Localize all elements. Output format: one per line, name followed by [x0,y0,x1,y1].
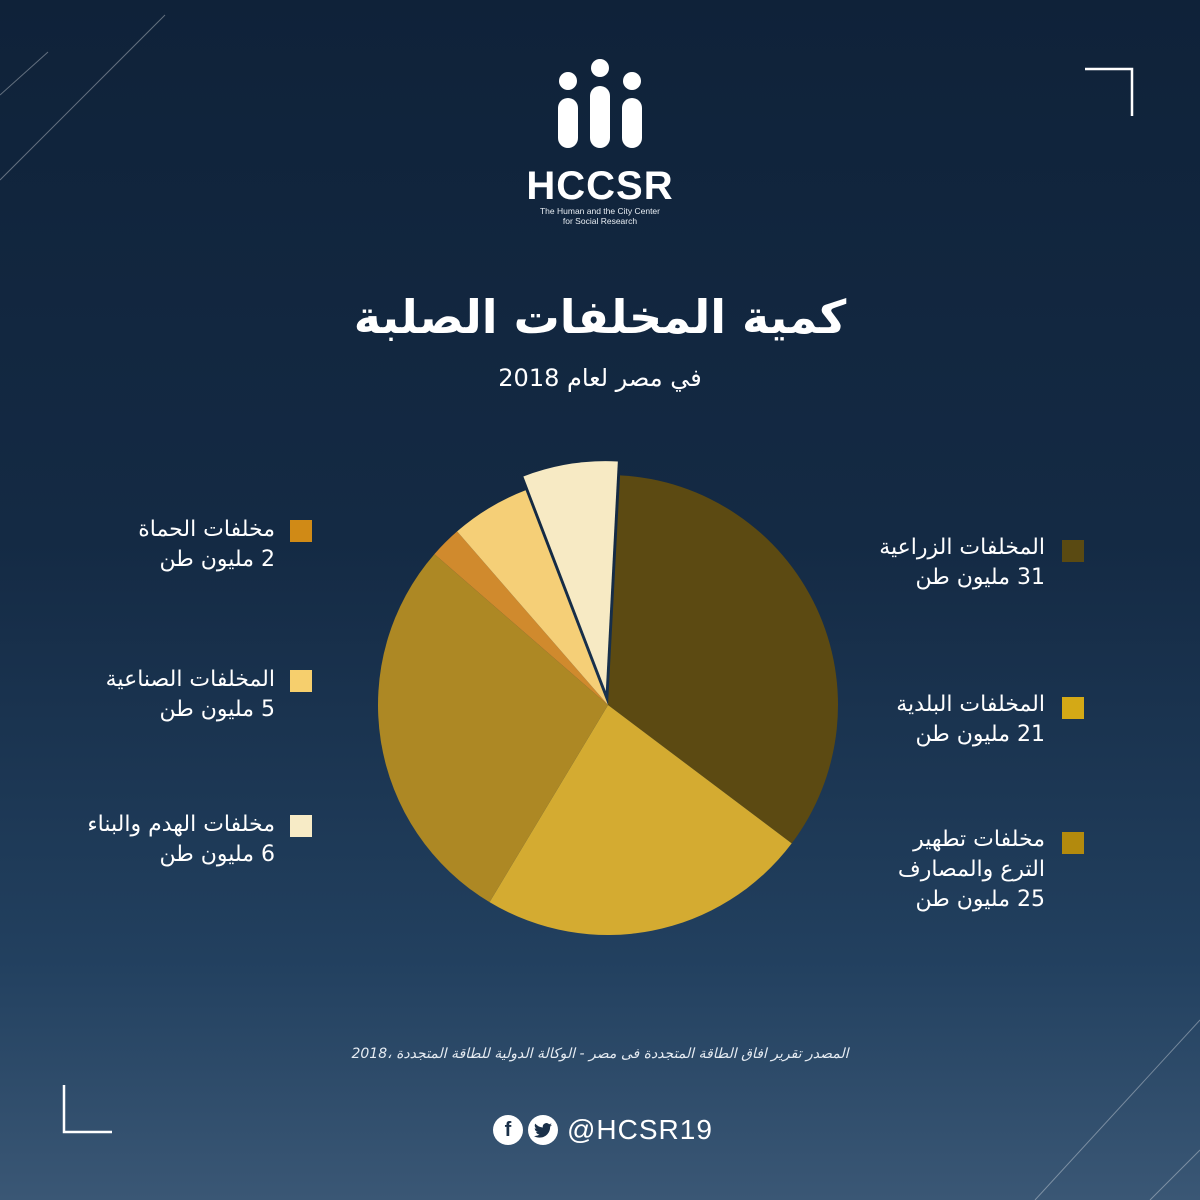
logo-people-icon [558,59,642,148]
chart-subtitle: في مصر لعام 2018 [498,364,702,392]
legend-value: 2 مليون طن [159,547,275,572]
twitter-icon[interactable] [528,1115,558,1145]
social-handles: f @HCSR19 [493,1113,713,1147]
legend-label: المخلفات الزراعية [879,535,1045,560]
legend-value: 5 مليون طن [159,697,275,722]
facebook-icon[interactable]: f [493,1115,523,1145]
legend-value: 25 مليون طن [915,887,1045,912]
corner-bracket-top-right [1085,67,1134,116]
source-note: المصدر تقرير افاق الطاقة المتجددة فى مصر… [351,1046,849,1062]
logo: HCCSR The Human and the City Center for … [520,58,680,226]
legend-value: 6 مليون طن [159,842,275,867]
legend-value: 21 مليون طن [915,722,1045,747]
chart-title: كمية المخلفات الصلبة [353,290,847,344]
legend-swatch [290,520,312,542]
pie-chart [377,461,838,935]
pie-slice-industrial [457,490,608,705]
legend-item-canals: مخلفات تطهير الترع والمصارف 25 مليون طن [897,825,1084,915]
pie-slice-construction [523,461,618,692]
legend-item-municipal: المخلفات البلدية 21 مليون طن [896,690,1084,750]
pie-slice-sludge [434,531,608,705]
pie-slice-canals [377,554,608,903]
legend-swatch [1062,540,1084,562]
logo-subtitle-line1: The Human and the City Center [539,206,660,216]
legend-item-industrial: المخلفات الصناعية 5 مليون طن [105,665,312,725]
legend-swatch [290,815,312,837]
corner-bracket-bottom-left [62,1085,112,1134]
pie-slice-agricultural [608,475,838,844]
legend-label: مخلفات الحماة [138,517,275,542]
logo-subtitle-line2: for Social Research [562,216,638,226]
legend-swatch [290,670,312,692]
legend-label: مخلفات الهدم والبناء [87,812,275,837]
logo-subtitle: The Human and the City Center for Social… [520,206,680,226]
pie-slice-municipal [489,705,792,935]
legend-item-sludge: مخلفات الحماة 2 مليون طن [138,515,312,575]
legend-label: المخلفات الصناعية [105,667,275,692]
legend-item-construction: مخلفات الهدم والبناء 6 مليون طن [87,810,312,870]
legend-value: 31 مليون طن [915,565,1045,590]
legend-swatch [1062,832,1084,854]
legend-swatch [1062,697,1084,719]
logo-name: HCCSR [526,164,674,208]
legend-label: المخلفات البلدية [896,692,1045,717]
legend-label-line2: الترع والمصارف [897,857,1045,882]
legend-label-line1: مخلفات تطهير [913,827,1045,852]
legend-item-agricultural: المخلفات الزراعية 31 مليون طن [879,533,1084,593]
social-handle[interactable]: @HCSR19 [567,1114,713,1145]
